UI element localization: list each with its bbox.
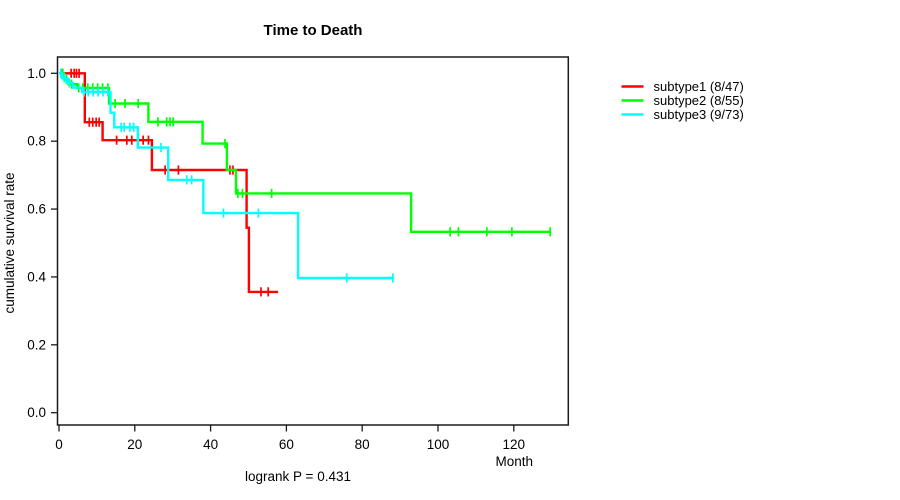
y-axis-label: cumulative survival rate: [2, 172, 17, 313]
survival-curve-subtype3: [59, 72, 394, 280]
x-axis-label: Month: [495, 454, 533, 469]
x-axis-ticks-group: 0 20 40 60 80 100 120: [55, 425, 525, 452]
x-tick-label: 100: [427, 437, 450, 452]
y-tick-label: 0.0: [27, 405, 46, 420]
y-tick-label: 1.0: [27, 66, 46, 81]
survival-curve-subtype1: [59, 72, 279, 294]
logrank-caption: logrank P = 0.431: [245, 469, 351, 484]
legend-label: subtype2 (8/55): [654, 93, 744, 108]
y-axis-ticks-group: 0.0 0.2 0.4 0.6 0.8 1.0: [27, 66, 58, 420]
x-tick-label: 0: [55, 437, 63, 452]
x-tick-label: 40: [203, 437, 218, 452]
x-tick-label: 80: [355, 437, 370, 452]
legend-label: subtype3 (9/73): [654, 107, 744, 122]
x-tick-label: 20: [127, 437, 142, 452]
survival-curve-subtype2: [59, 72, 551, 233]
y-tick-label: 0.4: [27, 269, 46, 284]
y-tick-label: 0.2: [27, 337, 46, 352]
legend-label: subtype1 (8/47): [654, 79, 744, 94]
y-tick-label: 0.8: [27, 134, 46, 149]
plot-frame: [56, 56, 570, 426]
survival-curves-group: [59, 68, 552, 297]
chart-title: Time to Death: [264, 22, 363, 39]
y-tick-label: 0.6: [27, 202, 46, 217]
legend-group: subtype1 (8/47)subtype2 (8/55)subtype3 (…: [621, 79, 744, 122]
plot-frame-group: [56, 56, 570, 426]
x-tick-label: 120: [503, 437, 526, 452]
x-tick-label: 60: [279, 437, 294, 452]
